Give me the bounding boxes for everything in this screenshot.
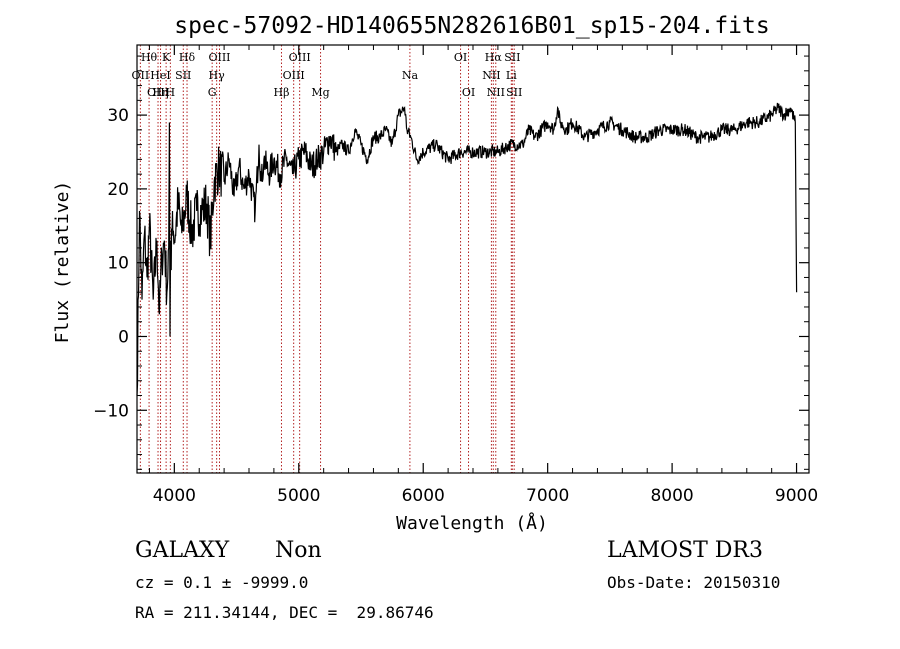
line-label-22: SII	[504, 51, 520, 64]
line-label-17: OI	[454, 51, 467, 64]
line-label-11: G	[208, 86, 217, 99]
object-subclass-label: Non	[275, 538, 322, 563]
line-label-1: Hθ	[141, 51, 158, 64]
y-tick-label-0: −10	[93, 401, 129, 421]
line-label-13: OIII	[283, 69, 305, 82]
line-label-9: OIII	[208, 51, 230, 64]
obs-date-line: Obs-Date: 20150310	[607, 573, 781, 592]
spectrum-line	[136, 102, 798, 396]
line-label-3: Hη	[152, 86, 168, 99]
x-tick-label-2: 6000	[402, 486, 445, 506]
x-tick-label-0: 4000	[153, 486, 196, 506]
line-label-10: Hγ	[209, 69, 226, 82]
x-tick-label-5: 9000	[775, 486, 818, 506]
y-tick-label-4: 30	[107, 106, 129, 126]
y-tick-label-3: 20	[107, 180, 129, 200]
plot-frame	[136, 44, 810, 474]
x-axis-label: Wavelength (Å)	[396, 512, 548, 534]
line-label-16: Na	[402, 69, 419, 82]
x-tick-label-1: 5000	[277, 486, 320, 506]
line-label-4: HeI	[150, 69, 170, 82]
y-axis-ticks: −10 0 10 20 30	[93, 55, 809, 470]
line-label-15: Mg	[311, 86, 329, 99]
line-label-0: OII	[132, 69, 150, 82]
line-label-20: NII	[482, 69, 500, 82]
line-label-6: H	[166, 86, 176, 99]
x-tick-label-3: 7000	[526, 486, 569, 506]
line-label-24: SII	[506, 86, 522, 99]
coordinates-line: RA = 211.34144, DEC = 29.86746	[135, 603, 434, 622]
line-label-14: OIII	[289, 51, 311, 64]
line-label-8: SII	[175, 69, 191, 82]
y-tick-label-2: 10	[107, 254, 129, 274]
y-tick-label-1: 0	[118, 327, 129, 347]
x-axis-ticks: 4000 5000 6000 7000 8000 9000	[148, 45, 818, 506]
line-label-18: OI	[462, 86, 475, 99]
line-label-2: OIII	[147, 86, 169, 99]
line-label-5: K	[162, 51, 171, 64]
emission-line-markers	[139, 45, 515, 473]
line-label-19: Hα	[485, 51, 503, 64]
y-axis-label: Flux (relative)	[52, 181, 73, 344]
line-label-12: Hβ	[274, 86, 290, 99]
x-tick-label-4: 8000	[650, 486, 693, 506]
chart-title: spec-57092-HD140655N282616B01_sp15-204.f…	[174, 13, 769, 39]
redshift-line: cz = 0.1 ± -9999.0	[135, 573, 309, 592]
survey-label: LAMOST DR3	[607, 538, 763, 563]
line-label-23: Li	[506, 69, 517, 82]
line-label-21: NII	[487, 86, 505, 99]
line-label-7: Hδ	[179, 51, 196, 64]
object-class-label: GALAXY	[135, 538, 230, 563]
